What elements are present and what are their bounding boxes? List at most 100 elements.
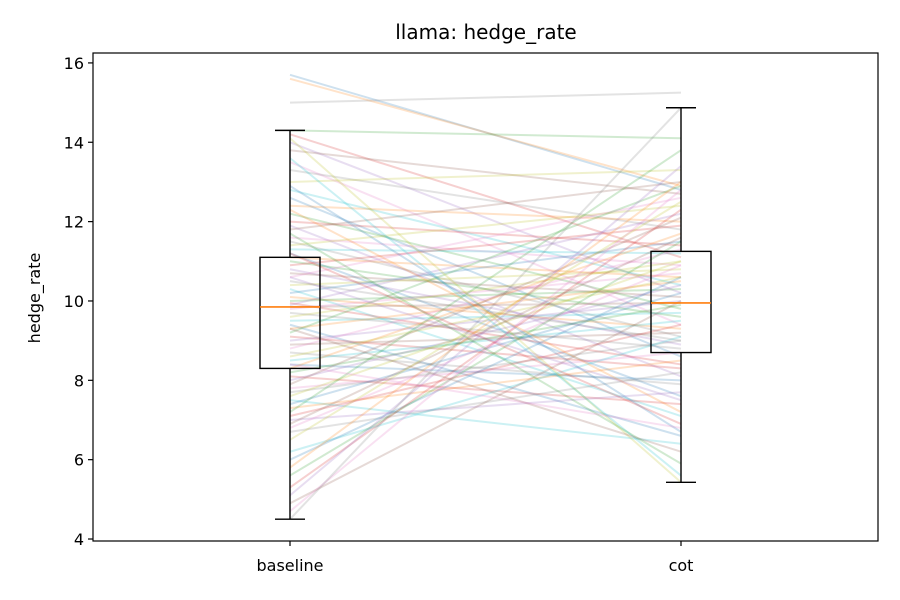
paired-line	[289, 252, 682, 425]
paired-line	[289, 240, 682, 338]
paired-line	[289, 323, 682, 417]
paired-line	[289, 232, 682, 370]
paired-line	[289, 299, 682, 342]
paired-line	[289, 236, 682, 425]
y-tick-label: 14	[64, 133, 84, 152]
x-tick-label-baseline: baseline	[256, 556, 323, 575]
paired-line	[289, 169, 682, 183]
paired-line	[289, 288, 682, 302]
y-tick-label: 10	[64, 292, 84, 311]
paired-line	[289, 260, 682, 318]
paired-line	[289, 185, 682, 433]
paired-line	[289, 296, 682, 330]
paired-line	[289, 335, 682, 370]
paired-line	[289, 319, 682, 362]
paired-line	[289, 91, 682, 104]
boxes	[259, 107, 712, 520]
paired-line	[289, 129, 682, 140]
paired-line	[289, 208, 682, 489]
y-tick-label: 16	[64, 54, 84, 73]
paired-line	[289, 200, 682, 441]
paired-lines	[289, 73, 682, 520]
paired-line	[289, 196, 682, 279]
box-baseline	[259, 256, 321, 370]
paired-line	[289, 363, 682, 429]
paired-line	[289, 256, 682, 279]
paired-line	[289, 189, 682, 513]
paired-line	[289, 165, 682, 497]
x-tick-label-cot: cot	[669, 556, 694, 575]
paired-line	[289, 184, 682, 334]
paired-line	[289, 351, 682, 390]
paired-line	[289, 220, 682, 247]
paired-line	[289, 204, 682, 247]
paired-line	[289, 276, 682, 461]
paired-line	[289, 303, 682, 374]
paired-line	[289, 339, 682, 394]
paired-line	[289, 375, 682, 406]
y-tick-label: 4	[74, 530, 84, 549]
paired-line	[289, 292, 682, 406]
paired-line	[289, 133, 682, 259]
paired-line	[289, 351, 682, 386]
paired-line	[289, 232, 682, 465]
paired-line	[289, 169, 682, 231]
paired-line	[289, 216, 682, 386]
paired-line	[289, 272, 682, 298]
paired-line	[289, 224, 682, 267]
paired-line	[289, 260, 682, 318]
y-tick-label: 8	[74, 371, 84, 390]
paired-line	[289, 268, 682, 287]
paired-line	[289, 260, 682, 398]
axes: 4 6 8 10 12 14 16 baseline cot	[64, 52, 879, 575]
paired-line	[289, 327, 682, 453]
chart-title: llama: hedge_rate	[395, 20, 577, 44]
paired-line	[289, 208, 682, 413]
paired-line	[289, 276, 682, 358]
paired-line	[289, 204, 682, 223]
paired-line	[289, 236, 682, 267]
paired-line	[289, 224, 682, 378]
paired-line	[289, 359, 682, 410]
paired-line	[289, 157, 682, 477]
paired-line	[289, 300, 682, 505]
paired-line	[289, 391, 682, 421]
paired-line	[289, 301, 682, 308]
paired-line	[289, 272, 682, 310]
paired-line	[289, 284, 682, 382]
paired-line	[289, 107, 682, 520]
paired-line	[289, 180, 682, 231]
paired-line	[289, 212, 682, 310]
paired-line	[289, 280, 682, 342]
y-tick-label: 6	[74, 451, 84, 470]
paired-line	[289, 149, 682, 413]
paired-line	[289, 240, 682, 477]
y-tick-label: 12	[64, 213, 84, 232]
paired-line	[289, 323, 682, 437]
paired-line	[289, 196, 682, 358]
paired-line	[289, 240, 682, 295]
paired-line	[289, 212, 682, 306]
paired-line	[289, 363, 682, 382]
paired-line	[289, 371, 682, 433]
paired-line	[289, 77, 682, 187]
paired-line	[289, 149, 682, 195]
paired-line	[289, 311, 682, 350]
paired-line	[289, 248, 682, 255]
paired-line	[289, 161, 682, 326]
paired-line	[289, 276, 682, 402]
paired-line	[289, 141, 682, 294]
plot-frame	[92, 52, 879, 542]
paired-line	[289, 280, 682, 330]
paired-line	[289, 335, 682, 453]
paired-line	[289, 137, 682, 484]
y-axis-label: hedge_rate	[25, 253, 45, 344]
paired-line	[289, 252, 682, 398]
paired-line	[289, 181, 682, 469]
paired-line	[289, 399, 682, 445]
box-cot	[650, 250, 712, 354]
paired-line	[289, 301, 682, 366]
paired-line	[289, 268, 682, 346]
